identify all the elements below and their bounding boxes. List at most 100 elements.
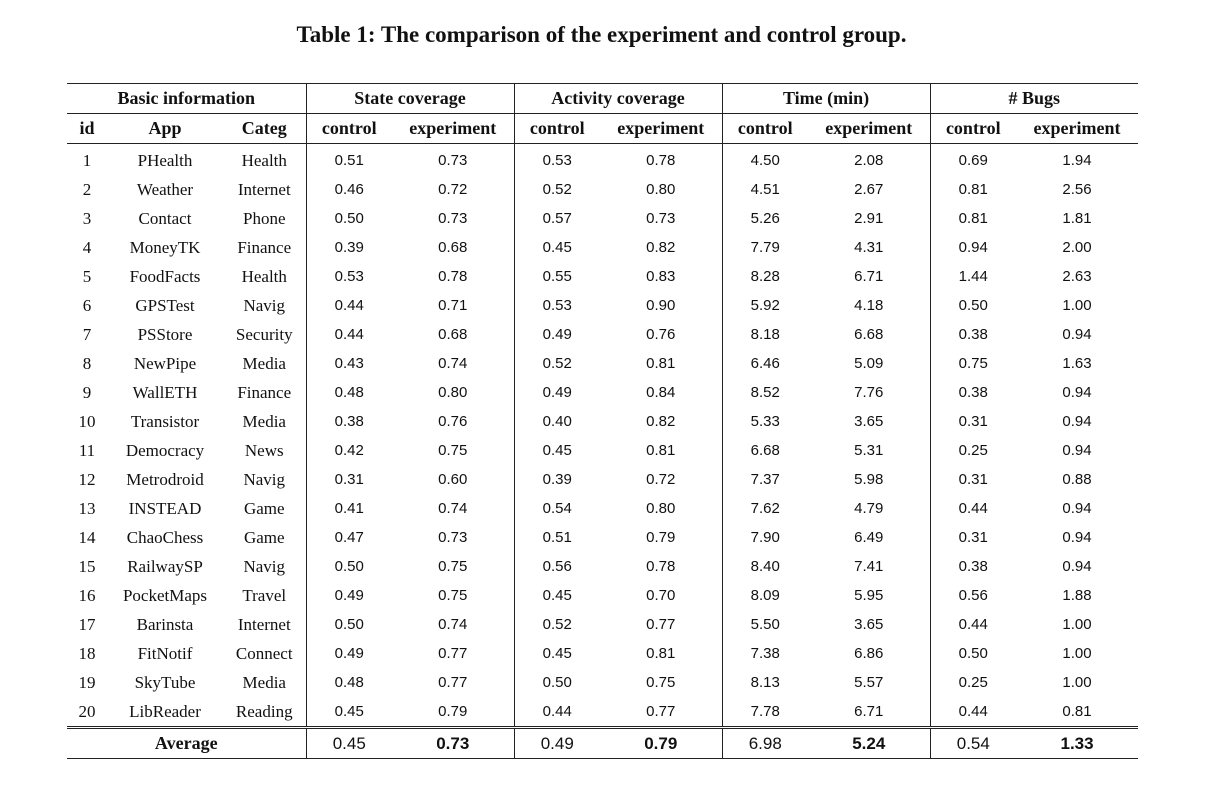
cell-categ: Media (242, 672, 286, 692)
cell-activity-control: 0.53 (513, 291, 601, 320)
cell-activity-experiment: 0.81 (646, 355, 676, 372)
cell-id: 1 (82, 150, 92, 170)
cell-bugs-experiment: 1.00 (1062, 616, 1092, 633)
avg-bugs-control: 0.54 (929, 727, 1017, 759)
cell-app: MoneyTK (129, 237, 201, 257)
cell-time-control: 5.92 (721, 291, 809, 320)
cell-categ: Health (241, 266, 287, 286)
cell-categ: Navig (243, 469, 286, 489)
cell-state-experiment: 0.75 (438, 558, 468, 575)
col-categ: Categ (223, 113, 306, 144)
cell-time-control: 7.78 (721, 697, 809, 729)
cell-state-experiment: 0.76 (438, 413, 468, 430)
table-row: 8 NewPipe Media 0.43 0.74 0.52 0.81 6.46 5.09 0.7… (67, 349, 1138, 378)
table-row: 7 PSStore Security 0.44 0.68 0.49 0.76 8.18 6.68… (67, 320, 1138, 349)
table-row: 6 GPSTest Navig 0.44 0.71 0.53 0.90 5.92 4.18 0.5… (67, 291, 1138, 320)
cell-time-control: 8.28 (721, 262, 809, 291)
cell-state-control: 0.42 (305, 436, 392, 465)
cell-bugs-control: 1.44 (929, 262, 1017, 291)
cell-app: FitNotif (137, 643, 193, 663)
cell-bugs-experiment: 1.94 (1062, 152, 1092, 169)
cell-time-experiment: 2.67 (854, 181, 884, 198)
cell-app: WallETH (132, 382, 198, 402)
cell-bugs-experiment: 2.63 (1062, 268, 1092, 285)
average-row: Average 0.45 0.73 0.49 0.79 6.98 5.24 0.… (67, 727, 1139, 759)
cell-time-experiment: 6.71 (808, 697, 931, 729)
cell-bugs-control: 0.38 (929, 378, 1017, 407)
cell-bugs-control: 0.69 (929, 143, 1017, 175)
cell-bugs-control: 0.75 (929, 349, 1017, 378)
table-row: 3 Contact Phone 0.50 0.73 0.57 0.73 5.26 2.91 0.8… (67, 204, 1138, 233)
cell-time-control: 5.26 (721, 204, 809, 233)
cell-categ: Health (241, 150, 287, 170)
cell-categ: Internet (237, 179, 291, 199)
cell-state-experiment: 0.73 (438, 210, 468, 227)
cell-state-control: 0.51 (305, 143, 392, 175)
cell-state-experiment: 0.80 (438, 384, 468, 401)
cell-activity-experiment: 0.82 (646, 413, 676, 430)
cell-bugs-experiment: 1.81 (1062, 210, 1092, 227)
cell-state-control: 0.49 (305, 581, 392, 610)
table-row: 18 FitNotif Connect 0.49 0.77 0.45 0.81 7.38 6.8… (67, 639, 1138, 668)
cell-id: 14 (78, 527, 96, 547)
cell-id: 3 (82, 208, 92, 228)
cell-bugs-experiment: 0.81 (1016, 697, 1139, 729)
cell-categ: Game (243, 527, 285, 547)
cell-time-control: 6.46 (721, 349, 809, 378)
cell-state-experiment: 0.74 (438, 616, 468, 633)
cell-bugs-experiment: 2.56 (1062, 181, 1092, 198)
cell-bugs-control: 0.81 (929, 204, 1017, 233)
avg-state-control: 0.45 (305, 727, 392, 759)
avg-time-experiment: 5.24 (808, 727, 931, 759)
cell-time-experiment: 6.68 (854, 326, 884, 343)
cell-categ: Phone (243, 208, 286, 228)
cell-time-control: 5.33 (721, 407, 809, 436)
cell-time-control: 5.50 (721, 610, 809, 639)
cell-activity-experiment: 0.77 (646, 616, 676, 633)
cell-time-experiment: 4.79 (854, 500, 884, 517)
cell-bugs-experiment: 0.94 (1062, 413, 1092, 430)
cell-bugs-experiment: 0.94 (1062, 500, 1092, 517)
cell-bugs-experiment: 1.00 (1062, 297, 1092, 314)
cell-time-experiment: 4.18 (854, 297, 884, 314)
cell-state-experiment: 0.77 (438, 645, 468, 662)
cell-state-control: 0.44 (305, 291, 392, 320)
cell-state-control: 0.50 (305, 552, 392, 581)
cell-state-control: 0.41 (305, 494, 392, 523)
cell-id: 6 (82, 295, 92, 315)
cell-id: 10 (78, 411, 96, 431)
cell-state-experiment: 0.79 (392, 697, 515, 729)
cell-time-experiment: 7.76 (854, 384, 884, 401)
cell-state-experiment: 0.60 (438, 471, 468, 488)
avg-time-control: 6.98 (721, 727, 809, 759)
cell-state-control: 0.38 (305, 407, 392, 436)
table-row: 2 Weather Internet 0.46 0.72 0.52 0.80 4.51 2.67… (67, 175, 1138, 204)
cell-bugs-experiment: 0.94 (1062, 384, 1092, 401)
cell-app: PocketMaps (122, 585, 208, 605)
cell-activity-control: 0.55 (513, 262, 601, 291)
cell-categ: Game (243, 498, 285, 518)
cell-state-experiment: 0.74 (438, 355, 468, 372)
col-app: App (107, 113, 223, 144)
cell-time-control: 7.79 (721, 233, 809, 262)
cell-app: Transistor (130, 411, 200, 431)
cell-app: Democracy (125, 440, 205, 460)
cell-state-control: 0.45 (305, 697, 392, 729)
col-time-experiment: experiment (808, 113, 931, 144)
avg-activity-experiment: 0.79 (600, 727, 723, 759)
cell-activity-control: 0.49 (513, 378, 601, 407)
table-row: 9 WallETH Finance 0.48 0.80 0.49 0.84 8.52 7.76 0… (67, 378, 1138, 407)
cell-time-control: 8.13 (721, 668, 809, 697)
cell-state-experiment: 0.71 (438, 297, 468, 314)
cell-state-experiment: 0.73 (438, 152, 468, 169)
cell-time-experiment: 6.49 (854, 529, 884, 546)
header-time: Time (min) (721, 83, 931, 114)
cell-bugs-control: 0.94 (929, 233, 1017, 262)
cell-state-control: 0.50 (305, 610, 392, 639)
cell-id: 15 (78, 556, 96, 576)
cell-id: 11 (78, 440, 96, 460)
cell-activity-control: 0.45 (513, 436, 601, 465)
cell-id: 4 (82, 237, 92, 257)
cell-activity-control: 0.57 (513, 204, 601, 233)
cell-app: Contact (138, 208, 192, 228)
